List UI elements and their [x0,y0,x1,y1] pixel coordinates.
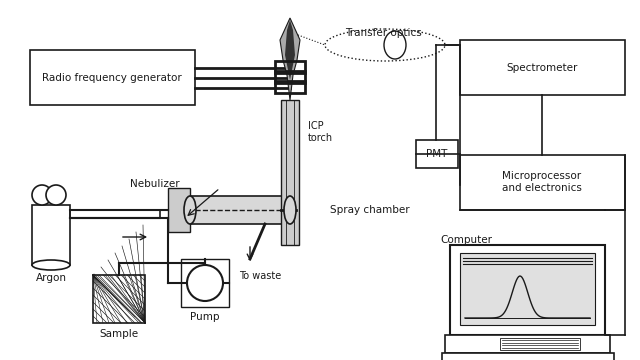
Bar [181,259,229,307]
Text: Microprocessor
and electronics: Microprocessor and electronics [502,171,582,193]
Text: Argon: Argon [35,273,67,283]
Bar [275,81,305,93]
Bar [445,335,610,353]
Text: PMT: PMT [426,149,448,159]
Bar [275,71,305,83]
Ellipse shape [184,196,196,224]
Bar [275,61,305,73]
Ellipse shape [284,196,296,224]
Polygon shape [280,18,300,100]
Bar [32,205,70,265]
Bar [416,140,458,168]
Bar [93,275,145,323]
Text: Spray chamber: Spray chamber [330,205,410,215]
Text: To waste: To waste [239,271,281,281]
Bar [190,196,290,224]
Ellipse shape [384,31,406,59]
Bar [168,188,190,232]
Bar [460,155,625,210]
Bar [442,353,614,360]
Circle shape [46,185,66,205]
Bar [460,253,595,325]
Circle shape [187,265,223,301]
Text: Sample: Sample [99,329,139,339]
Bar [281,100,299,245]
Text: Computer: Computer [440,235,492,245]
Ellipse shape [32,260,70,270]
Bar [30,50,195,105]
Circle shape [32,185,52,205]
Bar [500,338,580,350]
Text: Pump: Pump [190,312,220,322]
Text: ICP
torch: ICP torch [308,121,333,143]
Bar [460,40,625,95]
Bar [450,245,605,335]
Polygon shape [285,20,295,80]
Text: Nebulizer: Nebulizer [130,179,180,189]
Text: Spectrometer: Spectrometer [506,63,578,73]
Text: Radio frequency generator: Radio frequency generator [42,73,182,83]
Text: Transfer optics: Transfer optics [344,28,421,38]
